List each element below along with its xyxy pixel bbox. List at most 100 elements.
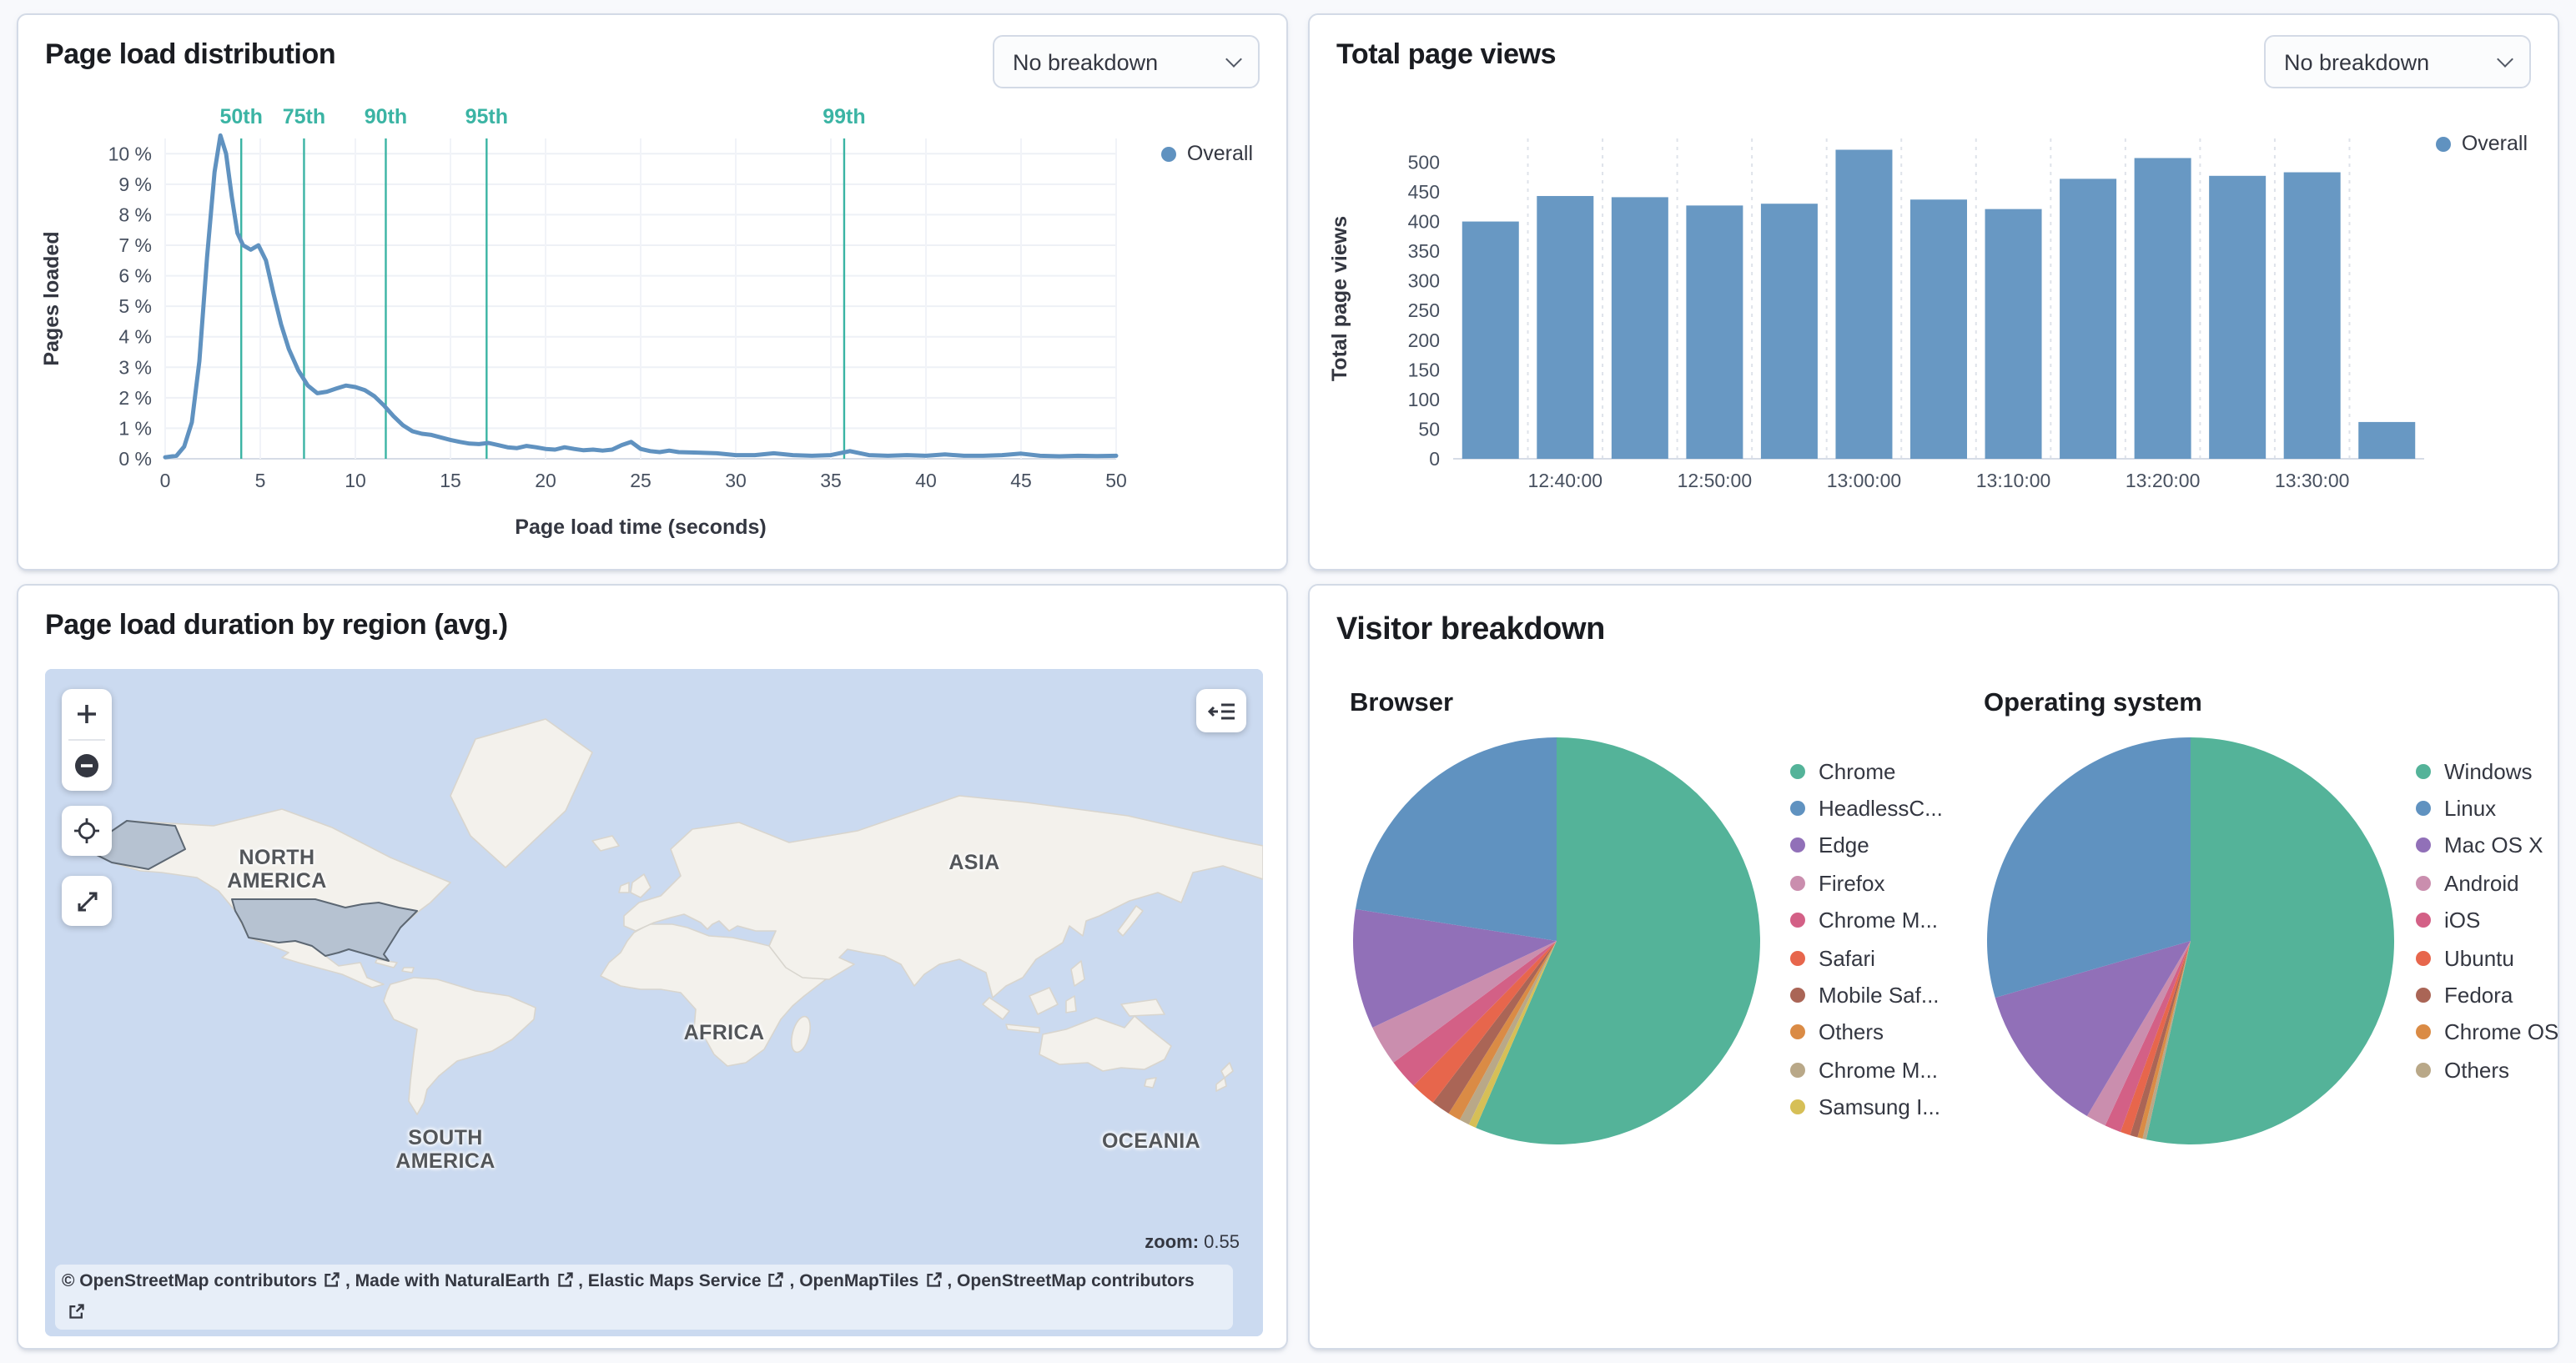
svg-text:1 %: 1 % — [118, 417, 152, 439]
svg-text:7 %: 7 % — [118, 234, 152, 256]
legend-item[interactable]: Mobile Saf... — [1790, 977, 1943, 1014]
svg-text:Page load time (seconds): Page load time (seconds) — [515, 516, 766, 539]
legend-item[interactable]: Firefox — [1790, 864, 1943, 902]
svg-text:5: 5 — [255, 470, 266, 491]
bar-chart[interactable]: 0 50 100 150 200 250 300 350 400 450 500 12:40:00 12… — [1323, 95, 2544, 556]
attribution-link[interactable]: , Elastic Maps Service — [578, 1271, 762, 1292]
legend-item[interactable]: Chrome M... — [1790, 902, 1943, 939]
svg-text:50th: 50th — [219, 105, 262, 128]
legend-item[interactable]: Chrome M... — [1790, 1051, 1943, 1089]
svg-text:9 %: 9 % — [118, 174, 152, 195]
minus-icon — [75, 754, 98, 777]
zoom-out-button[interactable] — [62, 741, 112, 791]
panel-page-load-by-region: Page load duration by region (avg.) — [17, 584, 1288, 1350]
legend-dot — [1161, 146, 1177, 161]
legend-item[interactable]: Overall — [1161, 142, 1253, 165]
legend-item[interactable]: Linux — [2416, 790, 2558, 827]
legend-dot — [1790, 913, 1805, 928]
svg-text:13:00:00: 13:00:00 — [1827, 470, 1902, 491]
svg-text:Total page views: Total page views — [1328, 216, 1351, 381]
external-link-icon — [557, 1272, 572, 1288]
breakdown-select-value: No breakdown — [2284, 49, 2430, 74]
breakdown-select[interactable]: No breakdown — [993, 35, 1260, 88]
legend-label: Samsung I... — [1819, 1094, 1940, 1120]
pie-slice — [1476, 737, 1760, 1144]
plus-icon — [78, 705, 96, 723]
legend-item[interactable]: Android — [2416, 864, 2558, 902]
svg-text:Pages loaded: Pages loaded — [40, 231, 63, 365]
pie-slice — [2142, 941, 2191, 1140]
map-zoom-indicator: zoom: 0.55 — [1145, 1233, 1240, 1253]
collapse-legend-icon — [1207, 702, 1234, 719]
pie-slice — [1468, 941, 1557, 1128]
panel-page-load-distribution: Page load distribution No breakdown Over… — [17, 13, 1288, 571]
pie-slice — [1352, 908, 1557, 1028]
svg-text:5 %: 5 % — [118, 295, 152, 317]
line-chart[interactable]: 0 % 1 % 2 % 3 % 4 % 5 % 6 % 7 % 8 % 9 % 10 % 0 5 10 15… — [32, 95, 1266, 556]
svg-text:200: 200 — [1408, 329, 1440, 351]
legend-item[interactable]: Safari — [1790, 939, 1943, 977]
legend-item[interactable]: Chrome — [1790, 752, 1943, 790]
svg-text:15: 15 — [440, 470, 461, 491]
svg-text:90th: 90th — [365, 105, 407, 128]
svg-text:8 %: 8 % — [118, 204, 152, 225]
attribution-link[interactable]: , OpenMapTiles — [789, 1271, 919, 1292]
legend-dot — [1790, 801, 1805, 817]
svg-text:2 %: 2 % — [118, 387, 152, 409]
legend-item[interactable]: Edge — [1790, 827, 1943, 865]
svg-text:6 %: 6 % — [118, 265, 152, 287]
legend-dot — [2436, 136, 2452, 151]
legend-label: Firefox — [1819, 870, 1885, 896]
svg-text:13:10:00: 13:10:00 — [1976, 470, 2051, 491]
svg-text:0: 0 — [1429, 448, 1440, 470]
attribution-link[interactable]: , OpenStreetMap contributors — [947, 1271, 1195, 1292]
legend-item[interactable]: Ubuntu — [2416, 939, 2558, 977]
legend-dot — [2416, 837, 2431, 853]
os-subtitle: Operating system — [1984, 689, 2202, 717]
attribution-link[interactable]: © OpenStreetMap contributors — [62, 1271, 317, 1292]
legend-dot — [2416, 913, 2431, 928]
legend-item[interactable]: Chrome OS — [2416, 1013, 2558, 1051]
legend-item[interactable]: Mac OS X — [2416, 827, 2558, 865]
pie-chart-browser[interactable] — [1348, 732, 1765, 1149]
legend-item[interactable]: iOS — [2416, 902, 2558, 939]
legend-item[interactable]: Overall — [2436, 132, 2528, 155]
legend-item[interactable]: Others — [2416, 1051, 2558, 1089]
world-map[interactable]: NORTH AMERICA SOUTH AMERICA AFRICA ASIA … — [45, 669, 1263, 1336]
svg-text:12:50:00: 12:50:00 — [1678, 470, 1753, 491]
legend-label: Linux — [2444, 796, 2497, 822]
svg-text:25: 25 — [630, 470, 652, 491]
legend-dot — [1790, 1024, 1805, 1040]
svg-text:30: 30 — [725, 470, 747, 491]
legend-dot — [2416, 1024, 2431, 1040]
fullscreen-button[interactable] — [62, 876, 112, 926]
legend-item[interactable]: Samsung I... — [1790, 1089, 1943, 1126]
legend-label: Overall — [2461, 132, 2528, 155]
pie-slice — [1448, 941, 1557, 1120]
pie-slice — [1372, 941, 1557, 1063]
pie-slice — [1432, 941, 1557, 1114]
pie-slice — [1393, 941, 1557, 1086]
legend-collapse-button[interactable] — [1196, 689, 1246, 732]
zoom-in-button[interactable] — [62, 689, 112, 739]
svg-text:99th: 99th — [823, 105, 865, 128]
legend-label: Ubuntu — [2444, 945, 2514, 971]
fit-to-data-button[interactable] — [62, 806, 112, 856]
external-link-icon — [926, 1272, 942, 1288]
attribution-link[interactable]: , Made with NaturalEarth — [345, 1271, 551, 1292]
legend-item[interactable]: Others — [1790, 1013, 1943, 1051]
svg-text:20: 20 — [535, 470, 556, 491]
breakdown-select[interactable]: No breakdown — [2264, 35, 2531, 88]
legend-dot — [2416, 875, 2431, 891]
legend-item[interactable]: Windows — [2416, 752, 2558, 790]
pie-chart-os[interactable] — [1982, 732, 2399, 1149]
svg-text:250: 250 — [1408, 299, 1440, 321]
svg-text:3 %: 3 % — [118, 356, 152, 378]
pie-legend-browser: Chrome HeadlessC... Edge Firefox Chrome M...… — [1790, 752, 1943, 1126]
svg-text:50: 50 — [1105, 470, 1127, 491]
external-link-icon — [69, 1303, 84, 1318]
legend-item[interactable]: HeadlessC... — [1790, 790, 1943, 827]
legend-item[interactable]: Fedora — [2416, 977, 2558, 1014]
svg-text:45: 45 — [1010, 470, 1032, 491]
svg-text:500: 500 — [1408, 151, 1440, 173]
